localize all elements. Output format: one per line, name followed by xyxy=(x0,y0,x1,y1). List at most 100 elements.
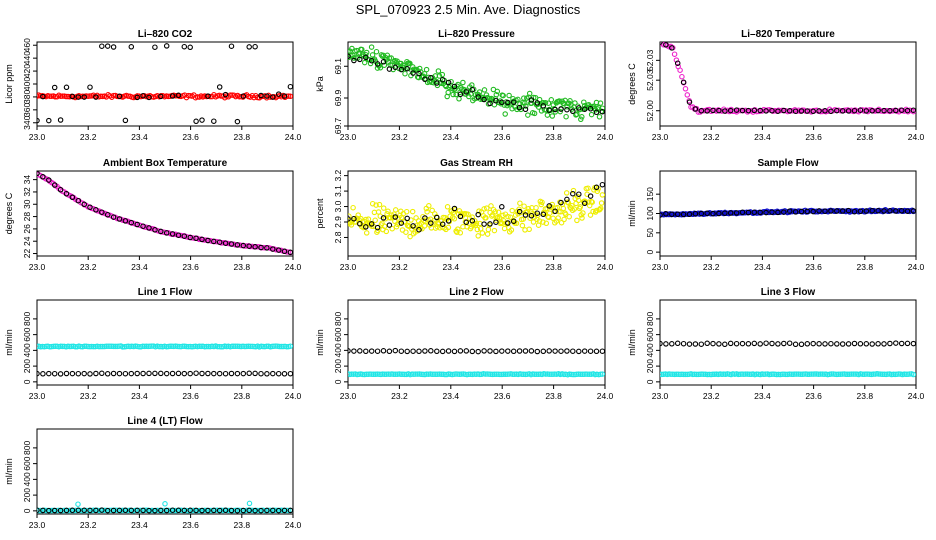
data-point xyxy=(801,371,807,377)
x-tick-label: 23.2 xyxy=(80,520,97,530)
data-point xyxy=(433,371,439,378)
data-point xyxy=(538,108,545,114)
data-point xyxy=(674,60,681,66)
data-point xyxy=(487,221,493,227)
data-point xyxy=(890,371,897,378)
data-point xyxy=(374,224,381,231)
data-point xyxy=(540,211,547,218)
data-point xyxy=(446,218,453,225)
data-point xyxy=(104,211,111,218)
y-tick-label: 360 xyxy=(22,102,32,116)
data-point xyxy=(499,348,505,354)
data-point xyxy=(423,66,430,73)
data-point xyxy=(163,43,170,49)
series-black xyxy=(37,171,293,256)
data-point xyxy=(528,348,535,354)
data-point xyxy=(122,218,129,224)
data-point xyxy=(383,371,390,377)
data-point xyxy=(493,91,500,98)
data-point xyxy=(816,208,822,214)
data-point xyxy=(69,507,76,514)
data-point xyxy=(367,371,373,377)
data-point xyxy=(599,105,605,111)
data-point xyxy=(710,210,716,217)
series-cyan xyxy=(37,343,293,350)
data-point xyxy=(264,371,270,377)
data-point xyxy=(40,371,46,377)
data-point xyxy=(275,370,282,377)
data-point xyxy=(67,507,73,514)
data-point xyxy=(536,218,543,224)
data-point xyxy=(540,348,547,355)
y-tick-label: 0 xyxy=(645,379,655,384)
data-point xyxy=(910,208,916,214)
data-point xyxy=(745,341,752,347)
data-point xyxy=(870,371,877,377)
data-point xyxy=(114,507,120,514)
data-point xyxy=(727,210,734,216)
data-point xyxy=(425,371,432,377)
data-point xyxy=(460,79,466,86)
data-point xyxy=(187,44,193,51)
data-point xyxy=(46,177,52,183)
data-point xyxy=(119,344,126,350)
data-point xyxy=(181,507,188,514)
data-point xyxy=(203,343,210,350)
data-point xyxy=(351,215,357,222)
y-tick-label: 0 xyxy=(22,508,32,513)
x-tick-label: 24.0 xyxy=(597,132,614,142)
data-point xyxy=(597,100,604,106)
data-point xyxy=(403,208,410,215)
data-point xyxy=(587,106,594,112)
data-point xyxy=(488,203,494,209)
data-point xyxy=(445,79,452,86)
data-point xyxy=(193,507,199,514)
x-tick-label: 23.2 xyxy=(80,132,97,142)
data-point xyxy=(37,507,40,513)
data-point xyxy=(51,370,58,377)
series-black xyxy=(348,53,605,116)
data-point xyxy=(389,225,395,232)
data-point xyxy=(216,239,223,245)
data-point xyxy=(557,108,563,115)
data-point xyxy=(579,371,586,378)
y-tick-label: 340 xyxy=(22,115,32,129)
data-point xyxy=(434,214,440,221)
data-point xyxy=(99,370,105,377)
data-point xyxy=(409,371,415,377)
data-point xyxy=(589,199,595,205)
data-point xyxy=(93,370,99,377)
x-tick-label: 23.8 xyxy=(545,262,562,272)
data-point xyxy=(500,92,506,99)
data-point xyxy=(439,221,446,227)
data-point xyxy=(122,370,129,377)
data-point xyxy=(660,340,663,347)
data-point xyxy=(380,348,387,354)
data-point xyxy=(140,370,146,377)
data-point xyxy=(599,348,605,354)
x-tick-label: 23.4 xyxy=(443,132,460,142)
data-point xyxy=(798,108,805,114)
y-tick-label: 52.03 xyxy=(645,49,655,71)
chart-line4: Line 4 (LT) Flow 23.0 23.2 23.4 23.6 23.8 24.0… xyxy=(4,416,302,530)
data-point xyxy=(770,371,776,377)
data-point xyxy=(781,340,787,347)
data-point xyxy=(40,174,46,180)
data-point xyxy=(175,370,182,377)
data-point xyxy=(887,107,893,114)
data-point xyxy=(410,348,416,354)
data-point xyxy=(169,507,176,513)
data-point xyxy=(775,341,781,347)
data-point xyxy=(704,371,711,378)
data-point xyxy=(416,70,422,77)
data-point xyxy=(903,371,909,378)
data-point xyxy=(598,200,605,206)
data-point xyxy=(434,348,440,355)
data-point xyxy=(528,100,535,106)
data-point xyxy=(158,507,164,514)
x-tick-label: 23.0 xyxy=(340,262,357,272)
data-point xyxy=(93,207,99,213)
data-point xyxy=(40,93,46,100)
data-point xyxy=(539,199,545,206)
y-tick-label: 800 xyxy=(333,312,343,326)
